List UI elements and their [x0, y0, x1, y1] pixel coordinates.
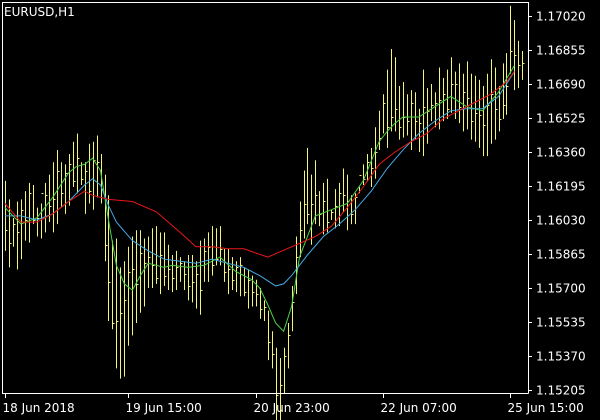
price-tick-label: 1.16525 [536, 112, 586, 126]
price-tick-label: 1.17020 [536, 10, 586, 24]
time-tick-label: 25 Jun 15:00 [508, 401, 584, 415]
time-tick-label: 18 Jun 2018 [3, 401, 75, 415]
moving-average-line-3 [4, 71, 515, 258]
price-tick-label: 1.15370 [536, 350, 586, 364]
price-tick-label: 1.16360 [536, 146, 586, 160]
price-tick-label: 1.15865 [536, 248, 586, 262]
time-tick-label: 22 Jun 07:00 [381, 401, 457, 415]
time-tick-label: 20 Jun 23:00 [254, 401, 330, 415]
chart-title: EURUSD,H1 [4, 5, 75, 19]
price-tick-label: 1.16030 [536, 214, 586, 228]
price-tick-label: 1.15205 [536, 384, 586, 398]
price-tick-label: 1.16195 [536, 180, 586, 194]
price-tick-label: 1.16855 [536, 44, 586, 58]
price-tick-label: 1.15535 [536, 316, 586, 330]
price-tick-label: 1.15700 [536, 282, 586, 296]
moving-average-line-1 [4, 65, 515, 333]
axes: 1.17020 1.16855 1.16690 1.16525 1.16360 1.161… [2, 2, 586, 415]
price-tick-label: 1.16690 [536, 78, 586, 92]
moving-averages [4, 65, 515, 333]
price-bars [5, 5, 525, 420]
time-tick-label: 19 Jun 15:00 [126, 401, 202, 415]
moving-average-line-2 [5, 71, 515, 287]
